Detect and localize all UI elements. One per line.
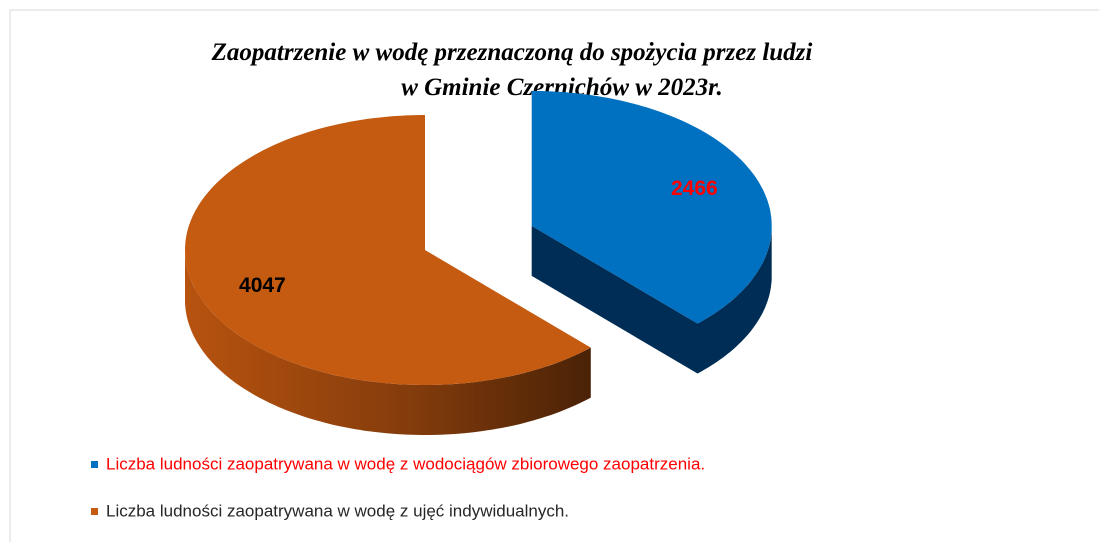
slice-side [531, 225, 698, 374]
slice-side [185, 250, 591, 435]
slice-side [697, 225, 772, 374]
legend-swatch [91, 508, 98, 515]
chart-title: Zaopatrzenie w wodę przeznaczoną do spoż… [211, 39, 813, 66]
value-label: 4047 [239, 274, 286, 297]
value-label: 2466 [671, 177, 718, 200]
legend-swatch [91, 461, 98, 468]
slice [531, 90, 772, 324]
legend-label: Liczba ludności zaopatrywana w wodę z wo… [106, 454, 705, 473]
chart-border [9, 9, 1099, 542]
legend-label: Liczba ludności zaopatrywana w wodę z uj… [106, 501, 569, 520]
slice [185, 115, 591, 385]
